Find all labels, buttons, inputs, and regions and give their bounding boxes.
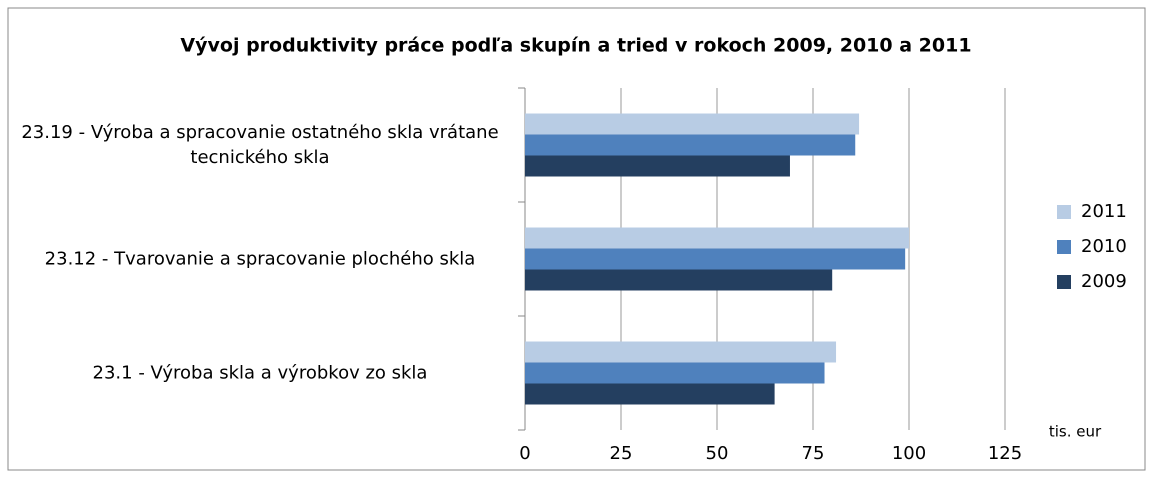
x-tick-label: 0	[519, 443, 530, 464]
x-tick-label: 25	[610, 443, 633, 464]
x-tick-label: 100	[892, 443, 926, 464]
bar	[525, 113, 860, 135]
legend-swatch	[1057, 240, 1071, 254]
bar	[525, 248, 906, 270]
legend-swatch	[1057, 275, 1071, 289]
x-tick-label: 75	[802, 443, 825, 464]
legend-label: 2010	[1081, 236, 1127, 257]
category-label: 23.12 - Tvarovanie a spracovanie plochéh…	[44, 248, 476, 270]
x-tick-label: 125	[988, 443, 1022, 464]
bar	[525, 134, 856, 156]
x-tick-label: 50	[706, 443, 729, 464]
legend-swatch	[1057, 205, 1071, 219]
category-label: 23.19 - Výroba a spracovanie ostatného s…	[21, 122, 499, 168]
legend-label: 2011	[1081, 201, 1127, 222]
bar	[525, 155, 790, 177]
category-label: 23.1 - Výroba skla a výrobkov zo skla	[92, 362, 428, 384]
bar	[525, 227, 909, 249]
bar	[525, 269, 833, 291]
bar	[525, 362, 825, 384]
chart-title: Vývoj produktivity práce podľa skupín a …	[180, 35, 971, 57]
bar	[525, 341, 837, 363]
bar	[525, 383, 775, 405]
legend-label: 2009	[1081, 271, 1127, 292]
x-axis-label: tis. eur	[1049, 423, 1102, 441]
